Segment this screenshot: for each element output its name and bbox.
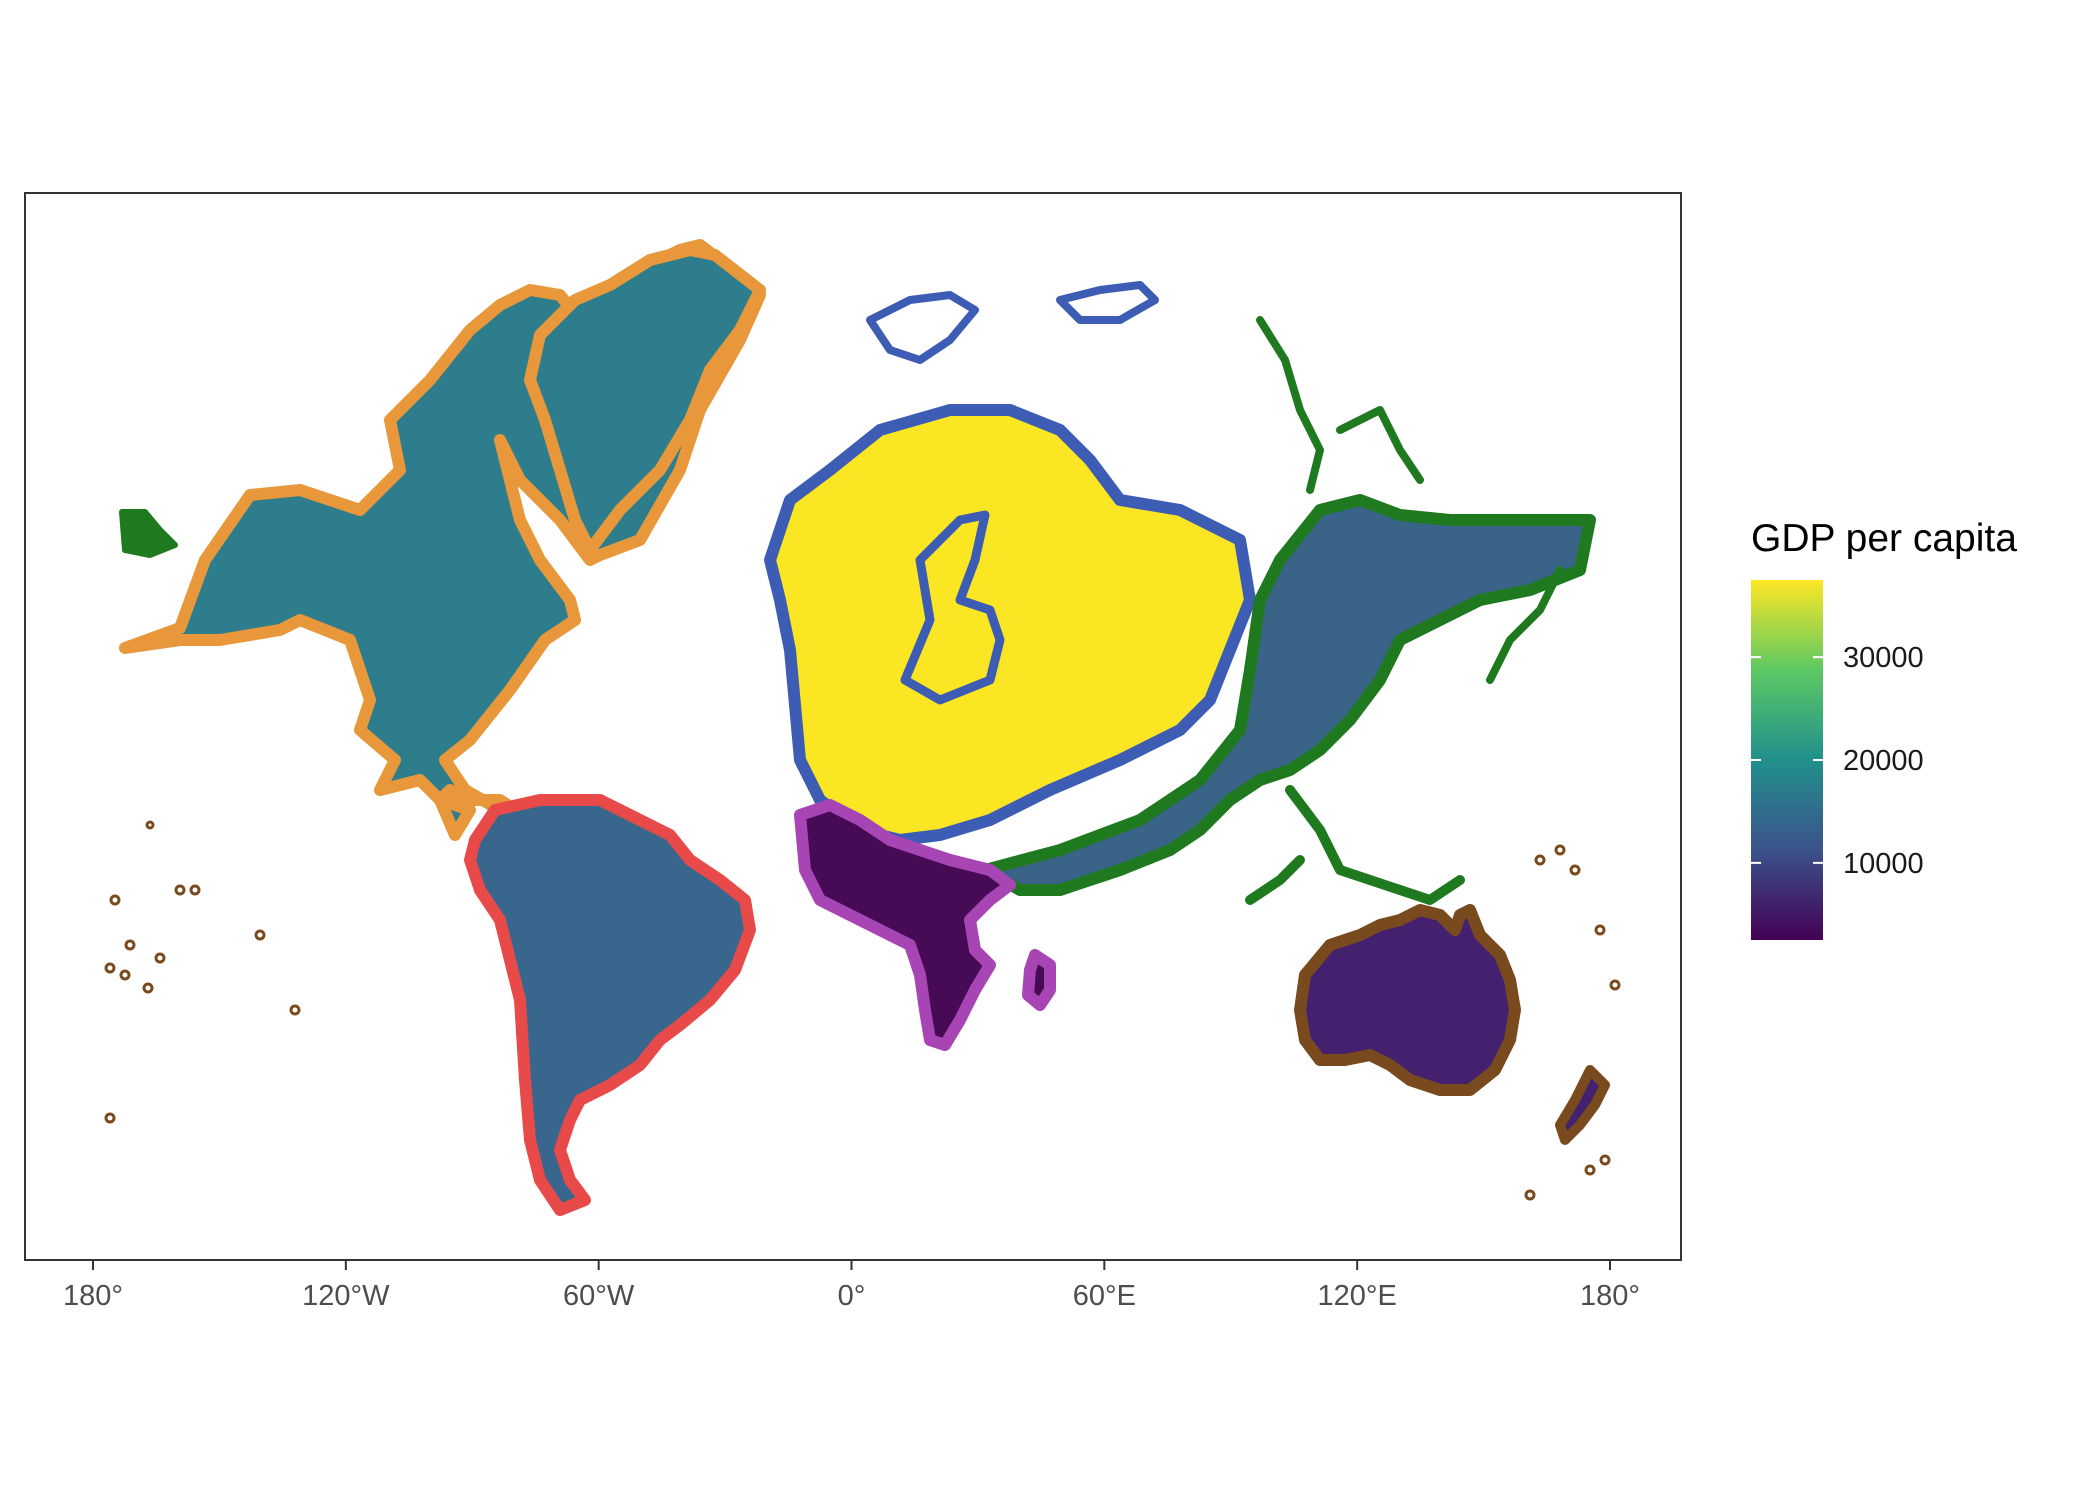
region-asia-east-patch xyxy=(119,509,178,558)
region-europe-inner-contour xyxy=(900,510,1005,705)
x-tick-label: 60°W xyxy=(563,1280,635,1312)
region-asia-se-islands xyxy=(1245,785,1465,905)
region-madagascar xyxy=(1022,949,1056,1011)
x-tick-label: 120°W xyxy=(302,1280,390,1312)
region-north-america-greenland xyxy=(524,244,766,556)
x-tick-label: 180° xyxy=(63,1280,123,1312)
x-axis: 180° 120°W 60°W 0° 60°E 120°E 180° xyxy=(63,1260,1640,1312)
region-europe-arctic-islands xyxy=(866,281,1159,364)
legend: GDP per capita 10000 20000 30000 xyxy=(1751,517,2017,940)
region-oceania-australia xyxy=(1294,904,1521,1096)
legend-break-label: 30000 xyxy=(1843,642,1924,674)
pacific-islands xyxy=(104,820,1621,1201)
legend-colorbar xyxy=(1751,580,1823,940)
legend-break-label: 10000 xyxy=(1843,848,1924,880)
x-ticks: 180° 120°W 60°W 0° 60°E 120°E 180° xyxy=(63,1260,1640,1312)
legend-breaks: 10000 20000 30000 xyxy=(1751,642,1924,880)
legend-title: GDP per capita xyxy=(1751,517,2017,560)
x-tick-label: 120°E xyxy=(1318,1280,1397,1312)
x-tick-label: 180° xyxy=(1580,1280,1640,1312)
region-south-america xyxy=(464,794,756,1216)
x-tick-label: 0° xyxy=(838,1280,866,1312)
x-tick-label: 60°E xyxy=(1073,1280,1136,1312)
region-oceania-new-zealand xyxy=(1555,1065,1610,1145)
continents xyxy=(104,239,1621,1216)
region-asia-islands xyxy=(1256,316,1564,684)
region-europe xyxy=(764,404,1256,846)
region-africa xyxy=(794,799,1016,1051)
legend-break-label: 20000 xyxy=(1843,745,1924,777)
